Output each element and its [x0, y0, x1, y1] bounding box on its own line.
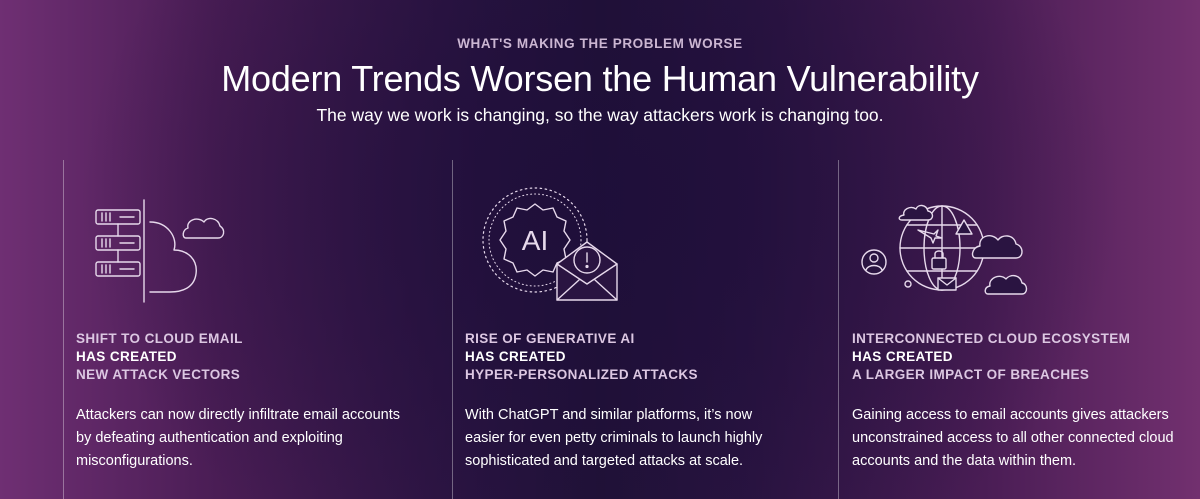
- ai-email-alert-icon: AI: [465, 180, 665, 310]
- trend-heading: RISE OF GENERATIVE AI HAS CREATED HYPER-…: [465, 330, 698, 384]
- trend-description: Gaining access to email accounts gives a…: [852, 407, 1174, 469]
- section-title: Modern Trends Worsen the Human Vulnerabi…: [221, 58, 979, 99]
- section-eyebrow: WHAT'S MAKING THE PROBLEM WORSE: [457, 36, 743, 51]
- section-subtitle: The way we work is changing, so the way …: [316, 105, 884, 125]
- trend-heading: INTERCONNECTED CLOUD ECOSYSTEM HAS CREAT…: [852, 330, 1130, 384]
- trend-description: Attackers can now directly infiltrate em…: [76, 407, 400, 469]
- trend-heading: SHIFT TO CLOUD EMAIL HAS CREATED NEW ATT…: [76, 330, 243, 384]
- column-divider: [838, 160, 839, 499]
- cloud-server-icon: [76, 180, 276, 310]
- trend-connector: HAS CREATED: [76, 349, 177, 364]
- trend-name: RISE OF GENERATIVE AI: [465, 331, 635, 346]
- trend-name: INTERCONNECTED CLOUD ECOSYSTEM: [852, 331, 1131, 346]
- trend-connector: HAS CREATED: [465, 349, 566, 364]
- trend-result: A LARGER IMPACT OF BREACHES: [852, 367, 1090, 382]
- trend-connector: HAS CREATED: [852, 349, 953, 364]
- trend-name: SHIFT TO CLOUD EMAIL: [76, 331, 243, 346]
- trend-result: NEW ATTACK VECTORS: [76, 367, 241, 382]
- column-divider: [63, 160, 64, 499]
- cloud-ecosystem-globe-icon: [852, 180, 1052, 310]
- column-divider: [452, 160, 453, 499]
- trend-description: With ChatGPT and similar platforms, it’s…: [465, 407, 763, 469]
- ai-badge-text: AI: [522, 225, 548, 256]
- trend-result: HYPER-PERSONALIZED ATTACKS: [465, 367, 698, 382]
